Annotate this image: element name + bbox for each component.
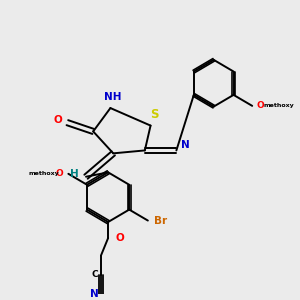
Text: O: O bbox=[115, 233, 124, 243]
Text: O: O bbox=[54, 115, 63, 125]
Text: methoxy: methoxy bbox=[263, 103, 294, 108]
Text: S: S bbox=[150, 108, 158, 121]
Text: C: C bbox=[91, 270, 98, 279]
Text: methoxy: methoxy bbox=[28, 171, 59, 176]
Text: O: O bbox=[256, 101, 264, 110]
Text: H: H bbox=[70, 169, 78, 179]
Text: O: O bbox=[56, 169, 63, 178]
Text: NH: NH bbox=[104, 92, 122, 102]
Text: N: N bbox=[181, 140, 190, 150]
Text: Br: Br bbox=[154, 216, 167, 226]
Text: N: N bbox=[90, 289, 99, 298]
